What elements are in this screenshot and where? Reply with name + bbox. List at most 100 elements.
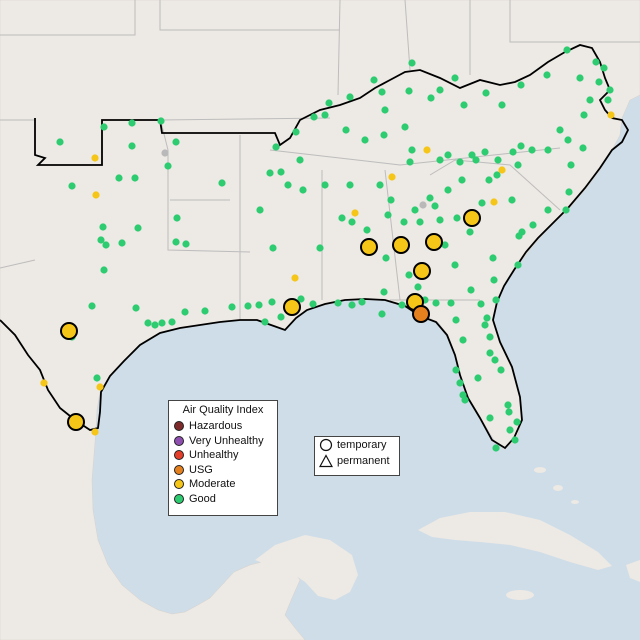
monitor-dot-good[interactable] (316, 244, 324, 252)
monitor-dot-good[interactable] (380, 288, 388, 296)
monitor-dot-good[interactable] (505, 408, 513, 416)
monitor-dot-good[interactable] (297, 295, 305, 303)
monitor-dot-good[interactable] (256, 206, 264, 214)
monitor-dot-good[interactable] (456, 379, 464, 387)
monitor-dot-good[interactable] (99, 223, 107, 231)
monitor-dot-good[interactable] (509, 148, 517, 156)
monitor-dot-good[interactable] (506, 426, 514, 434)
temporary-monitor-moderate[interactable] (60, 322, 78, 340)
monitor-dot-good[interactable] (361, 136, 369, 144)
monitor-dot-moderate[interactable] (40, 379, 48, 387)
monitor-dot-good[interactable] (467, 286, 475, 294)
monitor-dot-good[interactable] (544, 206, 552, 214)
monitor-dot-good[interactable] (405, 87, 413, 95)
monitor-dot-good[interactable] (452, 316, 460, 324)
monitor-dot-good[interactable] (447, 299, 455, 307)
monitor-dot-good[interactable] (144, 319, 152, 327)
monitor-dot-good[interactable] (272, 143, 280, 151)
monitor-dot-good[interactable] (498, 101, 506, 109)
monitor-dot-good[interactable] (411, 206, 419, 214)
monitor-dot-good[interactable] (408, 146, 416, 154)
monitor-dot-good[interactable] (292, 128, 300, 136)
monitor-dot-good[interactable] (459, 391, 467, 399)
monitor-dot-good[interactable] (468, 151, 476, 159)
monitor-dot-moderate[interactable] (423, 146, 431, 154)
monitor-dot-good[interactable] (348, 301, 356, 309)
monitor-dot-good[interactable] (381, 106, 389, 114)
monitor-dot-good[interactable] (491, 356, 499, 364)
monitor-dot-good[interactable] (485, 176, 493, 184)
monitor-dot-good[interactable] (514, 261, 522, 269)
monitor-dot-good[interactable] (296, 156, 304, 164)
monitor-dot-good[interactable] (436, 156, 444, 164)
monitor-dot-good[interactable] (164, 162, 172, 170)
monitor-dot-good[interactable] (579, 144, 587, 152)
monitor-dot-good[interactable] (115, 174, 123, 182)
monitor-dot-good[interactable] (466, 228, 474, 236)
monitor-dot-good[interactable] (567, 161, 575, 169)
monitor-dot-good[interactable] (517, 81, 525, 89)
monitor-dot-good[interactable] (348, 218, 356, 226)
monitor-dot-good[interactable] (604, 96, 612, 104)
monitor-dot-good[interactable] (261, 318, 269, 326)
monitor-dot-good[interactable] (172, 138, 180, 146)
monitor-dot-good[interactable] (477, 300, 485, 308)
temporary-monitor-moderate[interactable] (283, 298, 301, 316)
monitor-dot-good[interactable] (132, 304, 140, 312)
monitor-dot-good[interactable] (562, 206, 570, 214)
monitor-dot-good[interactable] (494, 156, 502, 164)
monitor-dot-good[interactable] (517, 142, 525, 150)
monitor-dot-good[interactable] (606, 86, 614, 94)
monitor-dot-good[interactable] (595, 78, 603, 86)
monitor-dot-good[interactable] (128, 142, 136, 150)
monitor-dot-good[interactable] (97, 236, 105, 244)
monitor-dot-good[interactable] (255, 301, 263, 309)
monitor-dot-good[interactable] (459, 336, 467, 344)
monitor-dot-good[interactable] (436, 86, 444, 94)
monitor-dot-good[interactable] (416, 218, 424, 226)
monitor-dot-moderate[interactable] (91, 154, 99, 162)
monitor-dot-good[interactable] (268, 298, 276, 306)
monitor-dot-good[interactable] (472, 156, 480, 164)
monitor-dot-good[interactable] (441, 241, 449, 249)
monitor-dot-good[interactable] (493, 171, 501, 179)
monitor-dot-moderate[interactable] (91, 428, 99, 436)
monitor-dot-good[interactable] (564, 136, 572, 144)
monitor-dot-good[interactable] (481, 148, 489, 156)
monitor-dot-good[interactable] (436, 216, 444, 224)
monitor-dot-good[interactable] (460, 101, 468, 109)
monitor-dot-good[interactable] (511, 436, 519, 444)
monitor-dot-good[interactable] (490, 276, 498, 284)
monitor-dot-good[interactable] (482, 89, 490, 97)
monitor-dot-moderate[interactable] (490, 198, 498, 206)
monitor-dot-good[interactable] (201, 307, 209, 315)
monitor-dot-good[interactable] (400, 218, 408, 226)
monitor-dot-good[interactable] (563, 46, 571, 54)
monitor-dot-no-data[interactable] (419, 201, 427, 209)
monitor-dot-good[interactable] (244, 302, 252, 310)
monitor-dot-good[interactable] (401, 123, 409, 131)
monitor-dot-good[interactable] (363, 226, 371, 234)
monitor-dot-good[interactable] (172, 238, 180, 246)
monitor-dot-good[interactable] (451, 261, 459, 269)
monitor-dot-good[interactable] (131, 174, 139, 182)
monitor-dot-good[interactable] (481, 321, 489, 329)
monitor-dot-good[interactable] (299, 186, 307, 194)
monitor-dot-good[interactable] (453, 214, 461, 222)
monitor-dot-good[interactable] (492, 444, 500, 452)
temporary-monitor-usg[interactable] (412, 305, 430, 323)
monitor-dot-good[interactable] (102, 241, 110, 249)
monitor-dot-good[interactable] (444, 151, 452, 159)
monitor-dot-good[interactable] (406, 158, 414, 166)
monitor-dot-good[interactable] (218, 179, 226, 187)
monitor-dot-good[interactable] (489, 254, 497, 262)
monitor-dot-good[interactable] (486, 333, 494, 341)
monitor-dot-good[interactable] (310, 113, 318, 121)
monitor-dot-good[interactable] (576, 74, 584, 82)
monitor-dot-good[interactable] (68, 182, 76, 190)
monitor-dot-good[interactable] (342, 126, 350, 134)
monitor-dot-good[interactable] (277, 313, 285, 321)
monitor-dot-good[interactable] (528, 146, 536, 154)
monitor-dot-moderate[interactable] (388, 173, 396, 181)
